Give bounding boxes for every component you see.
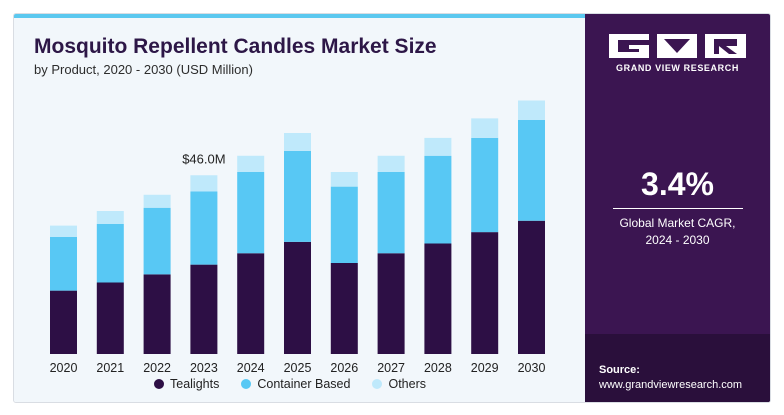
accent-bar [14,14,585,18]
source-url[interactable]: www.grandviewresearch.com [599,379,743,391]
bar-container-based-2021 [96,224,124,283]
bar-container-based-2028 [424,155,452,244]
bar-tealights-2022 [143,274,171,354]
bar-tealights-2027 [377,253,405,354]
bar-chart: 2020 2021 2022 2023 $46.0M 2024 2025 2026 2027 20… [50,100,546,375]
bar-tealights-2030 [518,220,545,354]
bar-others-2023 [190,175,218,192]
bar-container-based-2023 [190,191,218,265]
bar-others-2020 [50,225,77,237]
bar-tealights-2029 [471,232,499,354]
bar-others-2026 [330,172,358,187]
data-label-2023: $46.0M [182,151,225,166]
x-tick-label-2026: 2026 [330,361,358,375]
bar-others-2021 [96,211,124,224]
x-tick-label-2029: 2029 [471,361,499,375]
bar-container-based-2030 [518,120,545,221]
x-tick-label-2030: 2030 [518,361,546,375]
chart-card: Mosquito Repellent Candles Market Size b… [13,13,771,403]
chart-title: Mosquito Repellent Candles Market Size [34,35,437,58]
bar-container-based-2027 [377,172,405,254]
bar-container-based-2029 [471,137,499,233]
cagr-label-line-2: 2024 - 2030 [645,233,710,247]
x-tick-label-2022: 2022 [143,361,171,375]
legend-swatch-tealights [154,379,164,389]
legend-label-tealights: Tealights [170,377,220,391]
bar-tealights-2024 [237,253,265,354]
legend-swatch-container-based [241,379,252,389]
bar-tealights-2025 [284,241,311,354]
x-tick-label-2027: 2027 [377,361,405,375]
grand-view-research-logo-icon [609,34,746,58]
bar-tealights-2028 [424,243,452,354]
legend-item-container-based: Container Based [241,377,350,391]
legend-swatch-others [372,379,383,389]
bar-tealights-2023 [190,264,218,354]
bar-others-2025 [284,133,311,151]
x-tick-label-2028: 2028 [424,361,452,375]
cagr-label-line-1: Global Market CAGR, [619,216,736,230]
bar-container-based-2026 [330,186,358,263]
bar-others-2030 [518,100,545,120]
source-block: Source: www.grandviewresearch.com [599,363,742,393]
bar-others-2022 [143,194,171,208]
x-tick-label-2025: 2025 [284,361,312,375]
bar-container-based-2022 [143,207,171,275]
bar-others-2028 [424,137,452,156]
chart-subtitle: by Product, 2020 - 2030 (USD Million) [34,62,253,77]
chart-legend: Tealights Container Based Others [154,377,426,391]
bar-others-2024 [237,155,265,172]
bar-tealights-2026 [330,263,358,354]
bar-tealights-2021 [96,282,124,354]
legend-item-tealights: Tealights [154,377,219,391]
source-panel [585,334,770,402]
brand-panel: GRAND VIEW RESEARCH 3.4% Global Market C… [585,14,770,402]
bar-others-2027 [377,155,405,172]
bar-container-based-2020 [50,237,77,291]
legend-label-container-based: Container Based [257,377,351,391]
cagr-divider [613,208,743,209]
chart-panel: Mosquito Repellent Candles Market Size b… [14,18,585,402]
legend-item-others: Others [372,377,426,391]
brand-name: GRAND VIEW RESEARCH [616,63,739,73]
bar-tealights-2020 [50,290,77,354]
bar-container-based-2025 [284,150,311,242]
x-tick-label-2020: 2020 [50,361,78,375]
legend-label-others: Others [388,377,426,391]
bar-container-based-2024 [237,172,265,254]
source-label: Source: [599,364,640,376]
x-tick-label-2024: 2024 [237,361,265,375]
x-tick-label-2023: 2023 [190,361,218,375]
cagr-label: Global Market CAGR, 2024 - 2030 [585,215,770,249]
cagr-value: 3.4% [641,166,714,202]
x-tick-label-2021: 2021 [96,361,124,375]
bar-others-2029 [471,118,499,138]
